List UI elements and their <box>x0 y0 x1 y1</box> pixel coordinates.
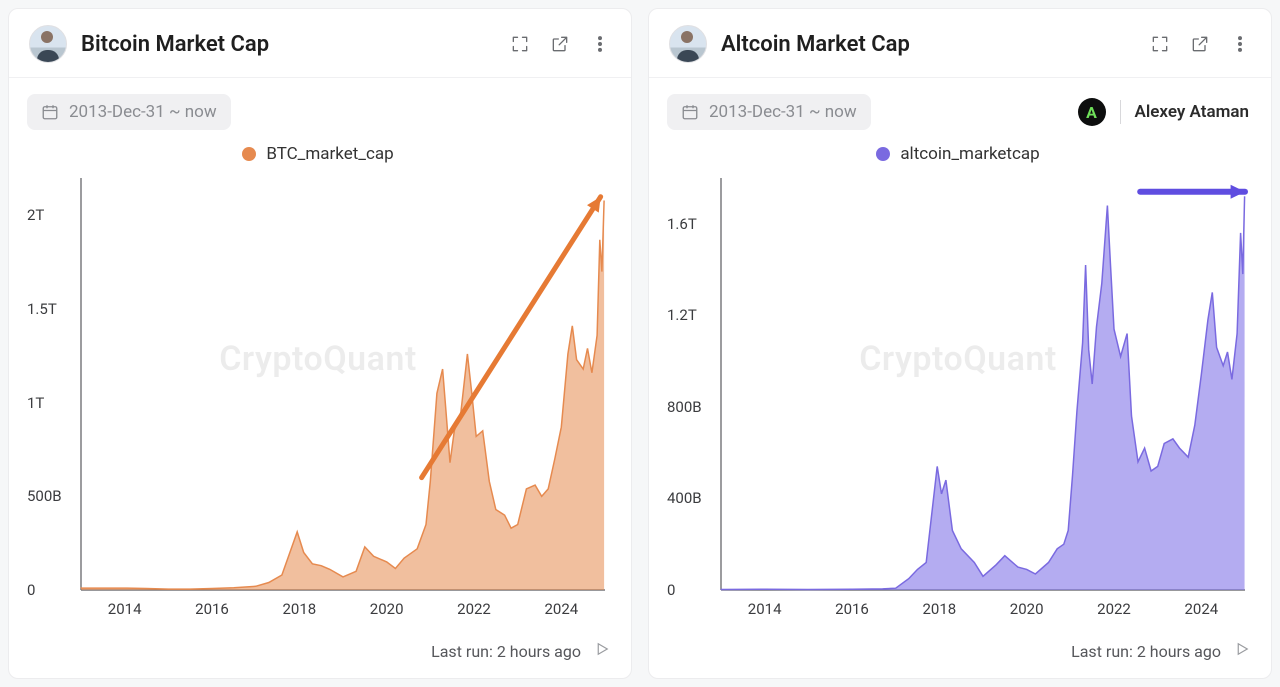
legend-label: BTC_market_cap <box>266 144 393 164</box>
date-range-text: 2013-Dec-31 ~ now <box>69 102 217 122</box>
card-footer: Last run: 2 hours ago <box>9 630 631 678</box>
y-axis-tick: 500B <box>27 487 62 505</box>
y-axis-tick: 0 <box>27 581 35 599</box>
x-axis-tick: 2022 <box>1097 600 1131 618</box>
y-axis-tick: 800B <box>667 398 702 416</box>
x-axis-tick: 2016 <box>195 600 229 618</box>
author-avatar[interactable] <box>29 25 67 63</box>
card-body: 2013-Dec-31 ~ now A Alexey Ataman altcoin_m… <box>649 78 1271 630</box>
open-external-icon[interactable] <box>1189 33 1211 55</box>
y-axis-tick: 2T <box>27 206 44 224</box>
x-axis-tick: 2018 <box>282 600 316 618</box>
x-axis-tick: 2014 <box>108 600 142 618</box>
chart-card-btc: Bitcoin Market Cap 2013-Dec-31 ~ now BTC_m… <box>8 8 632 679</box>
date-range-chip[interactable]: 2013-Dec-31 ~ now <box>27 94 231 130</box>
x-axis-tick: 2022 <box>457 600 491 618</box>
author-tag[interactable]: A Alexey Ataman <box>1078 98 1250 126</box>
y-axis-tick: 1.6T <box>667 215 697 233</box>
legend-dot-icon <box>876 147 890 161</box>
card-footer: Last run: 2 hours ago <box>649 630 1271 678</box>
chart-area[interactable]: CryptoQuant0500B1T1.5T2T2014201620182020… <box>21 172 615 618</box>
x-axis-tick: 2014 <box>748 600 782 618</box>
x-axis-tick: 2016 <box>835 600 869 618</box>
run-button[interactable] <box>1233 640 1251 662</box>
chart-title: Altcoin Market Cap <box>721 32 910 57</box>
card-body: 2013-Dec-31 ~ nowBTC_market_capCryptoQua… <box>9 78 631 630</box>
date-range-chip[interactable]: 2013-Dec-31 ~ now <box>667 94 871 130</box>
expand-icon[interactable] <box>1149 33 1171 55</box>
x-axis-tick: 2024 <box>544 600 578 618</box>
more-options-icon[interactable] <box>589 33 611 55</box>
legend-dot-icon <box>242 147 256 161</box>
y-axis-tick: 0 <box>667 581 675 599</box>
panel-row: Bitcoin Market Cap 2013-Dec-31 ~ now BTC_m… <box>0 0 1280 687</box>
y-axis-tick: 1.5T <box>27 300 57 318</box>
legend-label: altcoin_marketcap <box>900 144 1039 164</box>
chart-card-altcoin: Altcoin Market Cap 2013-Dec-31 ~ now A Alex… <box>648 8 1272 679</box>
x-axis-tick: 2018 <box>922 600 956 618</box>
more-options-icon[interactable] <box>1229 33 1251 55</box>
chart-legend: altcoin_marketcap <box>661 144 1255 164</box>
card-header: Altcoin Market Cap <box>649 9 1271 78</box>
chart-legend: BTC_market_cap <box>21 144 615 164</box>
expand-icon[interactable] <box>509 33 531 55</box>
y-axis-tick: 400B <box>667 489 702 507</box>
chart-title: Bitcoin Market Cap <box>81 32 269 57</box>
last-run-text: Last run: 2 hours ago <box>431 642 581 661</box>
author-logo-icon: A <box>1078 98 1106 126</box>
y-axis-tick: 1T <box>27 394 44 412</box>
run-button[interactable] <box>593 640 611 662</box>
y-axis-tick: 1.2T <box>667 306 697 324</box>
chart-area[interactable]: CryptoQuant0400B800B1.2T1.6T201420162018… <box>661 172 1255 618</box>
card-header: Bitcoin Market Cap <box>9 9 631 78</box>
x-axis-tick: 2020 <box>370 600 404 618</box>
x-axis-tick: 2024 <box>1184 600 1218 618</box>
date-range-text: 2013-Dec-31 ~ now <box>709 102 857 122</box>
last-run-text: Last run: 2 hours ago <box>1071 642 1221 661</box>
author-name: Alexey Ataman <box>1135 102 1250 122</box>
author-avatar[interactable] <box>669 25 707 63</box>
open-external-icon[interactable] <box>549 33 571 55</box>
x-axis-tick: 2020 <box>1010 600 1044 618</box>
